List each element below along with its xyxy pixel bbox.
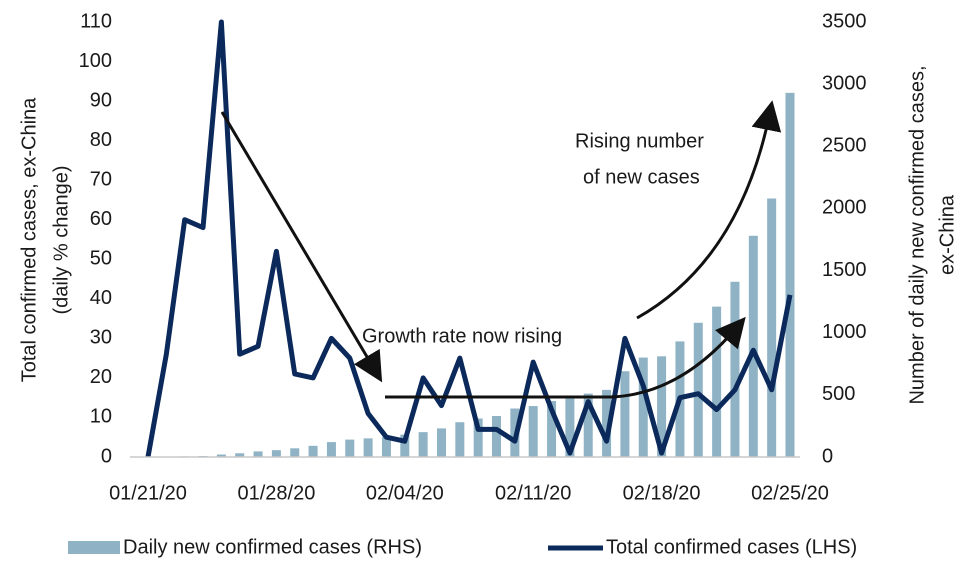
bar — [436, 428, 446, 457]
bar — [583, 393, 593, 457]
legend-label: Daily new confirmed cases (RHS) — [123, 536, 422, 558]
bar — [602, 389, 612, 457]
legend: Daily new confirmed cases (RHS) Total co… — [68, 536, 857, 558]
y2-axis-label: Number of daily new confirmed cases, — [906, 65, 928, 404]
y-tick-label: 100 — [79, 50, 112, 72]
y-tick-label: 80 — [90, 129, 112, 151]
x-tick-label: 02/25/20 — [751, 482, 829, 504]
bar — [565, 398, 575, 457]
bar — [730, 281, 740, 457]
y2-tick-label: 2000 — [822, 197, 867, 219]
x-tick-label: 01/21/20 — [109, 482, 187, 504]
line — [145, 19, 793, 458]
bar — [492, 415, 502, 457]
x-tick-label: 02/18/20 — [623, 482, 701, 504]
bar — [693, 322, 703, 457]
bar — [308, 445, 318, 457]
y-tick-label: 30 — [90, 327, 112, 349]
y-axis-label: Total confirmed cases, ex-China — [18, 97, 40, 382]
y2-tick-label: 2500 — [822, 135, 867, 157]
bar — [253, 451, 263, 457]
y2-tick-label: 0 — [822, 445, 833, 467]
y-tick-label: 90 — [90, 89, 112, 111]
bar — [271, 450, 281, 457]
arrow — [636, 100, 782, 320]
bar — [748, 235, 758, 457]
bar — [216, 454, 226, 457]
bar — [455, 422, 465, 457]
bar — [657, 356, 667, 457]
y2-axis-label: ex-China — [936, 194, 958, 275]
y2-tick-label: 1500 — [822, 259, 867, 281]
bar — [620, 371, 630, 457]
bar — [345, 439, 355, 457]
x-tick-label: 02/04/20 — [366, 482, 444, 504]
legend-swatch — [68, 541, 120, 554]
annotation: Growth rate now rising — [362, 325, 562, 347]
y-axis-label: (daily % change) — [50, 166, 72, 315]
y-tick-label: 10 — [90, 406, 112, 428]
y-tick-label: 70 — [90, 168, 112, 190]
bar — [473, 418, 483, 457]
x-tick-label: 01/28/20 — [237, 482, 315, 504]
y-tick-label: 110 — [80, 10, 112, 32]
arrow — [220, 111, 383, 383]
y-tick-label: 0 — [101, 445, 112, 467]
y2-tick-label: 3500 — [822, 10, 867, 32]
bar — [712, 306, 722, 457]
plot-area — [145, 19, 795, 458]
bar — [418, 432, 428, 457]
y-tick-label: 60 — [90, 208, 112, 230]
x-tick-label: 02/11/20 — [495, 482, 571, 504]
bar — [235, 453, 245, 457]
legend-label: Total confirmed cases (LHS) — [606, 536, 857, 558]
y2-tick-label: 3000 — [822, 72, 867, 94]
bar — [767, 198, 777, 457]
bar — [547, 401, 557, 457]
bar — [290, 448, 300, 457]
y2-tick-label: 1000 — [822, 321, 867, 343]
annotation: of new cases — [583, 166, 700, 188]
bar — [381, 437, 391, 457]
arrow — [385, 316, 746, 399]
bar — [400, 434, 410, 457]
bar — [638, 357, 648, 457]
y2-tick-label: 500 — [822, 383, 855, 405]
y-tick-label: 40 — [90, 287, 112, 309]
annotation: Rising number — [575, 130, 704, 152]
bar — [326, 442, 336, 457]
y-tick-label: 50 — [90, 248, 112, 270]
bar — [785, 92, 795, 457]
bar — [528, 406, 538, 457]
y-tick-label: 20 — [90, 366, 112, 388]
bar — [363, 438, 373, 457]
